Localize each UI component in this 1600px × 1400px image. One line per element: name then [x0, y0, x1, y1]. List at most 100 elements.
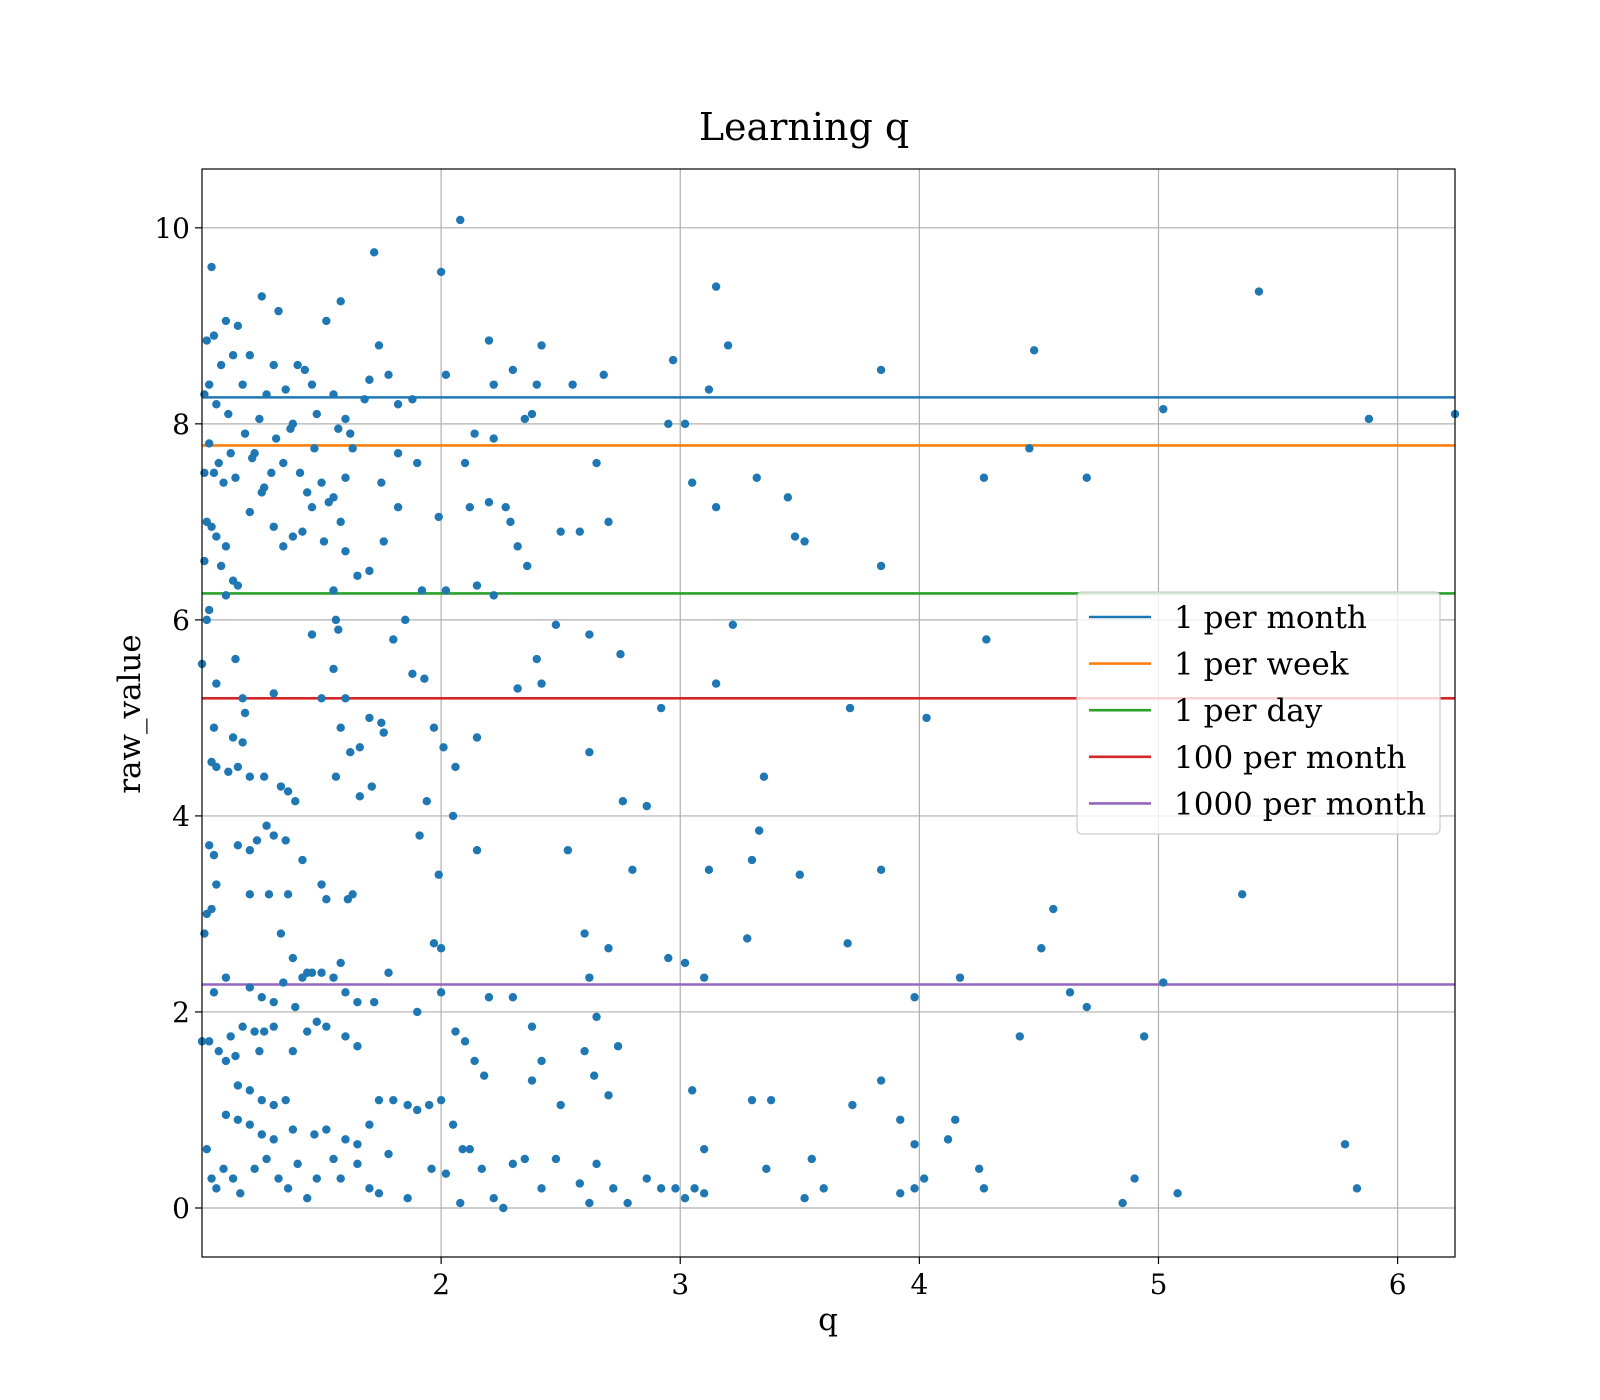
scatter-point [377, 478, 386, 487]
scatter-point [408, 395, 417, 404]
scatter-point [221, 542, 231, 551]
scatter-point [202, 1144, 211, 1154]
scatter-point [204, 1037, 214, 1046]
scatter-point [807, 1154, 816, 1164]
scatter-point [269, 1100, 278, 1110]
scatter-point [279, 458, 288, 468]
scatter-point [259, 1027, 269, 1036]
scatter-point [848, 1100, 857, 1110]
scatter-point [427, 1164, 436, 1173]
scatter-point [575, 1179, 585, 1188]
scatter-point [286, 424, 295, 433]
scatter-point [384, 370, 393, 380]
scatter-point [592, 1159, 601, 1169]
scatter-point [259, 772, 269, 781]
scatter-point [556, 1100, 565, 1110]
scatter-point [245, 351, 255, 360]
scatter-point [1130, 1174, 1139, 1183]
scatter-point [752, 473, 761, 482]
scatter-point [367, 782, 376, 791]
scatter-point [413, 458, 422, 468]
scatter-point [353, 1140, 362, 1149]
scatter-point [288, 1046, 298, 1056]
scatter-point [484, 498, 494, 507]
scatter-point [267, 468, 276, 478]
scatter-point [489, 591, 498, 600]
x-tick-label: 4 [910, 1268, 928, 1301]
y-tick-label: 0 [172, 1192, 190, 1225]
scatter-point [1025, 444, 1034, 453]
plot-frame [201, 168, 1456, 1258]
scatter-point [699, 1189, 709, 1198]
scatter-point [257, 1130, 266, 1139]
scatter-point [257, 488, 266, 497]
scatter-point [221, 591, 231, 600]
scatter-point [202, 615, 211, 625]
scatter-point [353, 1042, 362, 1051]
scatter-point [783, 493, 793, 502]
scatter-point [790, 532, 800, 541]
scatter-point [269, 997, 278, 1007]
scatter-point [269, 1022, 278, 1031]
scatter-point [341, 547, 350, 556]
scatter-point [537, 341, 546, 350]
scatter-point [420, 674, 429, 683]
scatter-point [759, 772, 769, 781]
scatter-point [346, 748, 355, 757]
scatter-point [1037, 944, 1046, 953]
scatter-point [329, 586, 338, 595]
scatter-point [204, 605, 214, 615]
scatter-point [532, 380, 541, 389]
scatter-point [747, 1095, 757, 1105]
scatter-point [303, 968, 312, 977]
scatter-point [580, 929, 589, 938]
x-tick-label: 3 [671, 1268, 689, 1301]
scatter-point [322, 1125, 331, 1134]
scatter-point [322, 1022, 331, 1031]
scatter-point [336, 723, 345, 732]
scatter-point [532, 654, 541, 664]
scatter-point [348, 890, 357, 899]
scatter-point [209, 723, 219, 732]
scatter-point [628, 865, 637, 875]
scatter-point [537, 1056, 546, 1066]
scatter-point [1340, 1140, 1350, 1149]
scatter-point [269, 689, 278, 698]
scatter-point [334, 625, 343, 634]
scatter-point [262, 821, 271, 830]
scatter-point [317, 694, 326, 703]
scatter-point [795, 870, 805, 879]
scatter-point [843, 939, 852, 948]
scatter-point [460, 458, 470, 468]
scatter-point [255, 1046, 264, 1056]
scatter-point [353, 997, 362, 1007]
scatter-point [537, 1184, 546, 1193]
legend-label: 1000 per month [1174, 786, 1426, 822]
scatter-point [580, 1046, 589, 1056]
scatter-point [212, 762, 221, 772]
scatter-point [312, 1174, 321, 1183]
scatter-point [250, 1164, 259, 1173]
scatter-point [754, 826, 764, 835]
x-tick-label: 6 [1389, 1268, 1407, 1301]
scatter-point [527, 1022, 537, 1031]
scatter-point [604, 517, 613, 527]
scatter-point [951, 1115, 960, 1124]
scatter-point [245, 1120, 255, 1129]
scatter-point [704, 865, 714, 875]
scatter-point [465, 1144, 475, 1154]
scatter-point [312, 409, 321, 419]
x-axis-ticks: 2 3 4 5 6 [432, 1257, 1407, 1301]
scatter-point [896, 1189, 905, 1198]
scatter-point [204, 841, 214, 850]
scatter-point [374, 341, 384, 350]
scatter-point [456, 215, 465, 225]
scatter-point [955, 973, 965, 982]
x-axis-label: q [818, 1302, 838, 1338]
scatter-point [374, 1189, 384, 1198]
scatter-point [245, 507, 255, 517]
scatter-point [231, 473, 240, 482]
scatter-point [448, 811, 458, 821]
scatter-point [508, 993, 518, 1002]
scatter-point [269, 360, 278, 370]
